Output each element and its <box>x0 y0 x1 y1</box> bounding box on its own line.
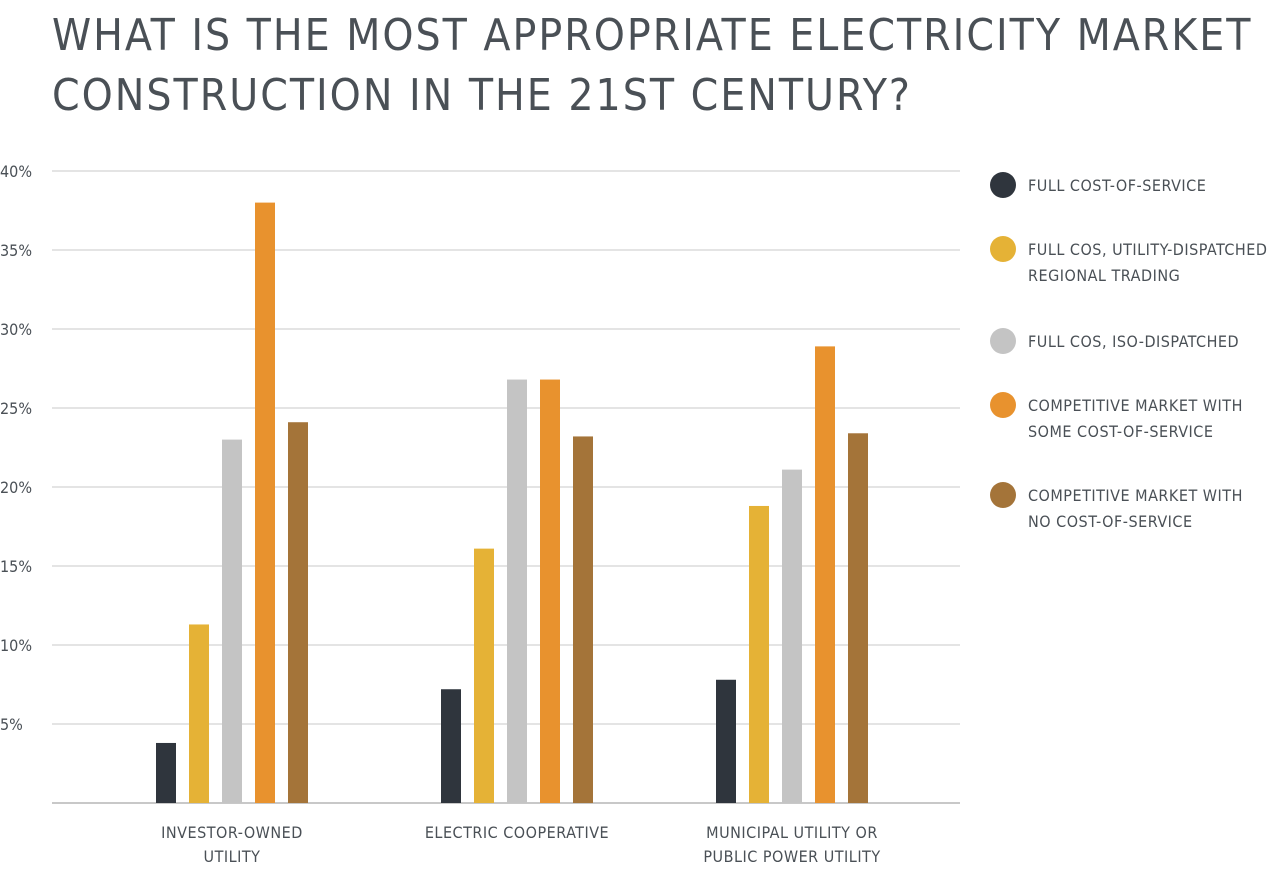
bar <box>815 346 835 803</box>
legend-label: FULL COS, UTILITY-DISPATCHED REGIONAL TRA… <box>1028 240 1268 285</box>
chart-title-line-2: CONSTRUCTION IN THE 21ST CENTURY? <box>52 70 912 121</box>
legend-swatch <box>990 236 1016 262</box>
bar <box>716 679 736 803</box>
y-tick-label: 20% <box>0 478 32 497</box>
bar <box>156 742 176 803</box>
legend-label: FULL COST-OF-SERVICE <box>1028 176 1207 195</box>
x-tick-label: INVESTOR-OWNED UTILITY <box>161 823 303 866</box>
legend-label: COMPETITIVE MARKET WITH SOME COST-OF-SERV… <box>1028 396 1243 441</box>
y-tick-label: 5% <box>0 715 23 734</box>
y-tick-label: 25% <box>0 399 32 418</box>
x-tick-label: MUNICIPAL UTILITY OR PUBLIC POWER UTILITY <box>703 823 880 866</box>
legend-item: COMPETITIVE MARKET WITH SOME COST-OF-SERV… <box>990 392 1280 448</box>
bar <box>441 689 461 803</box>
bar <box>749 505 769 803</box>
legend-item: FULL COS, UTILITY-DISPATCHED REGIONAL TRA… <box>990 236 1280 292</box>
bar <box>255 202 275 804</box>
legend-swatch <box>990 172 1016 198</box>
bar <box>189 624 209 803</box>
bar-chart: 5% 10% 15% 20% 25% 30% 35% 40% INVESTOR-OWNED UTI… <box>0 162 960 866</box>
bar <box>782 469 802 803</box>
legend-swatch <box>990 328 1016 354</box>
chart-title: WHAT IS THE MOST APPROPRIATE ELECTRICITY… <box>52 6 1252 126</box>
bar <box>222 439 242 803</box>
y-tick-label: 30% <box>0 320 32 339</box>
bar <box>573 436 593 803</box>
legend-label: COMPETITIVE MARKET WITH NO COST-OF-SERVIC… <box>1028 486 1243 531</box>
legend-swatch <box>990 482 1016 508</box>
y-tick-label: 40% <box>0 162 32 181</box>
bar <box>288 422 308 803</box>
legend-label: FULL COS, ISO-DISPATCHED <box>1028 332 1240 351</box>
bar <box>507 379 527 803</box>
bar <box>848 433 868 803</box>
y-tick-label: 10% <box>0 636 32 655</box>
y-tick-label: 35% <box>0 241 32 260</box>
legend-item: FULL COS, ISO-DISPATCHED <box>990 328 1280 384</box>
bar <box>540 379 560 803</box>
y-tick-label: 15% <box>0 557 32 576</box>
bar <box>474 548 494 803</box>
legend-item: COMPETITIVE MARKET WITH NO COST-OF-SERVIC… <box>990 482 1280 538</box>
legend-item: FULL COST-OF-SERVICE <box>990 172 1280 228</box>
chart-title-line-1: WHAT IS THE MOST APPROPRIATE ELECTRICITY… <box>52 10 1253 61</box>
legend-swatch <box>990 392 1016 418</box>
x-tick-label: ELECTRIC COOPERATIVE <box>425 823 609 842</box>
